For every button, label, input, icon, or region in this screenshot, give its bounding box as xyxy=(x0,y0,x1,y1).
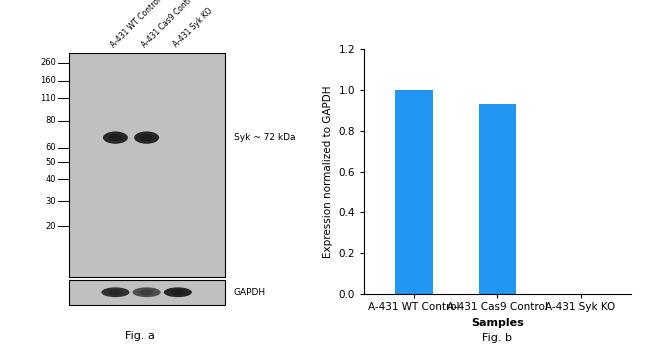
Text: A-431 Syk KO: A-431 Syk KO xyxy=(172,6,214,49)
FancyBboxPatch shape xyxy=(69,52,225,276)
Ellipse shape xyxy=(103,132,128,144)
Ellipse shape xyxy=(140,289,153,295)
Text: Fig. b: Fig. b xyxy=(482,333,512,343)
Ellipse shape xyxy=(109,289,122,295)
Bar xyxy=(478,104,516,294)
Text: 80: 80 xyxy=(46,116,56,125)
Text: 20: 20 xyxy=(46,222,56,231)
X-axis label: Samples: Samples xyxy=(471,318,524,328)
Text: A-431 WT Control: A-431 WT Control xyxy=(109,0,163,49)
Text: 40: 40 xyxy=(46,175,56,183)
Ellipse shape xyxy=(140,134,153,141)
Ellipse shape xyxy=(171,289,185,295)
Text: 60: 60 xyxy=(46,143,56,152)
Text: 260: 260 xyxy=(40,58,56,67)
Ellipse shape xyxy=(164,287,192,297)
Text: GAPDH: GAPDH xyxy=(234,288,266,297)
Ellipse shape xyxy=(101,287,129,297)
Text: 110: 110 xyxy=(40,94,56,103)
Text: Syk ~ 72 kDa: Syk ~ 72 kDa xyxy=(234,133,296,142)
Text: 160: 160 xyxy=(40,76,56,85)
Text: 30: 30 xyxy=(46,197,56,206)
Ellipse shape xyxy=(134,132,159,144)
Ellipse shape xyxy=(109,134,122,141)
Ellipse shape xyxy=(133,287,161,297)
Bar xyxy=(395,90,433,294)
Text: 50: 50 xyxy=(46,158,56,167)
Text: Fig. a: Fig. a xyxy=(125,331,155,341)
Y-axis label: Expression normalized to GAPDH: Expression normalized to GAPDH xyxy=(323,85,333,258)
Text: A-431 Cas9 Control: A-431 Cas9 Control xyxy=(140,0,199,49)
FancyBboxPatch shape xyxy=(69,280,225,304)
